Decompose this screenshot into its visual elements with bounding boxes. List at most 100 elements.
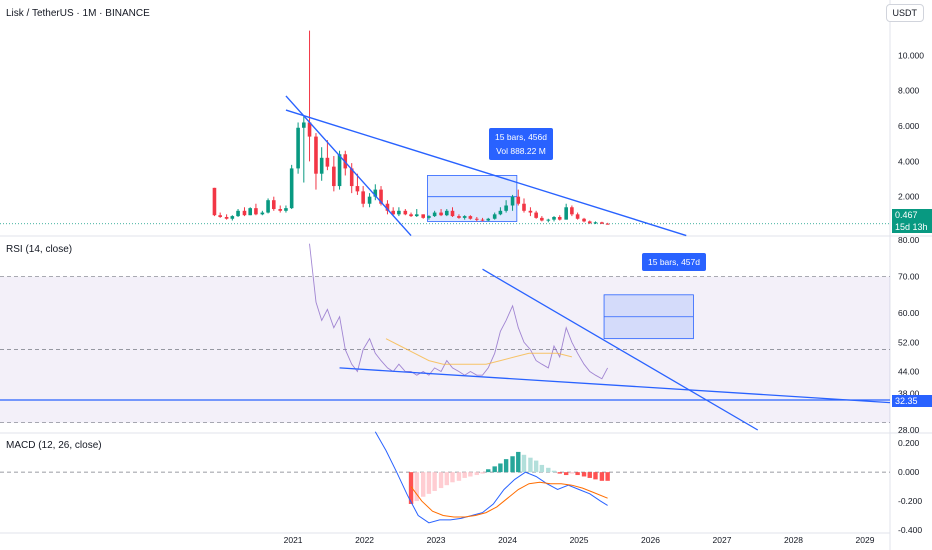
price-tick-label: 10.000	[898, 50, 924, 60]
rsi-tick-label: 60.00	[898, 308, 920, 318]
candle-body	[230, 216, 235, 219]
rsi-legend[interactable]: RSI (14, close)	[6, 244, 73, 255]
candle-body	[522, 203, 526, 211]
candle-body	[278, 209, 283, 211]
candle-body	[218, 215, 222, 217]
rsi-measure-bars: 15 bars, 457d	[648, 257, 700, 267]
macd-histogram-bar	[593, 472, 598, 480]
time-tick-label: 2028	[784, 535, 803, 545]
macd-histogram-bar	[551, 470, 557, 473]
price-measure-tooltip: 15 bars, 456d Vol 888.22 M	[489, 128, 553, 160]
candle-body	[212, 187, 217, 216]
rsi-tick-label: 28.00	[898, 425, 920, 435]
candle-body	[528, 210, 533, 213]
rsi-tick-label: 70.00	[898, 272, 920, 282]
candle-body	[307, 122, 312, 137]
rsi-tick-label: 52.00	[898, 337, 920, 347]
last-price-tag: 0.467	[892, 209, 932, 221]
axes: 10.000 8.000 6.000 4.000 2.000 80.00 70.00 60.0…	[0, 50, 924, 545]
candle-body	[373, 189, 378, 197]
time-tick-label: 2027	[713, 535, 732, 545]
macd-histogram-bar	[510, 456, 515, 473]
candle-body	[409, 214, 413, 217]
macd-histogram-bar	[498, 463, 503, 473]
macd-histogram-bar	[414, 472, 419, 502]
macd-histogram-bar	[533, 460, 539, 473]
macd-line	[374, 431, 608, 524]
macd-histogram-bar	[516, 451, 521, 473]
rsi-pane	[0, 243, 891, 431]
macd-tick-label: 0.200	[898, 438, 920, 448]
macd-histogram-bar	[539, 464, 545, 473]
candle-body	[391, 210, 395, 215]
candle-body	[540, 217, 544, 221]
candle-body	[462, 216, 467, 218]
candle-body	[475, 218, 479, 220]
macd-histogram-bar	[444, 472, 449, 486]
macd-histogram-bar	[474, 472, 480, 476]
candle-body	[570, 207, 574, 215]
rsi-resistance-line	[482, 268, 759, 431]
candle-body	[254, 208, 258, 215]
macd-histogram-bar	[599, 472, 605, 481]
steep-trendline	[285, 95, 412, 237]
macd-histogram-bar	[480, 472, 485, 474]
candle-body	[284, 208, 288, 211]
candle-body	[516, 196, 521, 204]
candle-body	[319, 157, 324, 174]
macd-histogram-bar	[420, 472, 426, 497]
candle-body	[587, 221, 592, 224]
candle-body	[492, 214, 497, 219]
candle-body	[332, 166, 336, 187]
macd-histogram-bar	[605, 472, 610, 481]
rsi-tick-label: 38.00	[898, 388, 920, 398]
candle-body	[379, 189, 383, 204]
candle-body	[349, 168, 354, 187]
candle-body	[510, 196, 515, 206]
candle-body	[224, 216, 229, 219]
candle-body	[480, 219, 485, 221]
time-tick-label: 2022	[355, 535, 374, 545]
candle-body	[367, 196, 372, 204]
macd-histogram-bar	[468, 472, 473, 477]
macd-histogram-bar	[546, 467, 551, 473]
candle-body	[486, 218, 491, 221]
candle-body	[450, 210, 455, 217]
candle-body	[397, 210, 401, 215]
macd-histogram-bar	[575, 472, 580, 476]
rsi-tick-label: 44.00	[898, 367, 920, 377]
macd-signal-line	[410, 481, 608, 518]
time-tick-label: 2021	[284, 535, 303, 545]
macd-legend[interactable]: MACD (12, 26, close)	[6, 440, 102, 451]
candle-body	[314, 136, 318, 174]
macd-histogram-bar	[563, 472, 569, 476]
macd-histogram-bar	[521, 454, 527, 473]
macd-histogram-bar	[486, 469, 491, 473]
candle-body	[504, 205, 508, 211]
macd-histogram-bar	[438, 472, 444, 489]
candle-body	[600, 222, 604, 224]
rsi-line-tag: 32.35	[892, 395, 932, 407]
macd-tick-label: -0.200	[898, 496, 922, 506]
candle-body	[432, 212, 437, 217]
rsi-support-line	[339, 367, 891, 404]
price-measure-volume: Vol 888.22 M	[496, 146, 546, 156]
candle-body	[605, 223, 610, 225]
macd-histogram-bar	[456, 472, 462, 481]
price-measure-bars: 15 bars, 456d	[495, 132, 547, 142]
price-pane	[0, 30, 890, 237]
candle-body	[439, 212, 443, 216]
candle-body	[296, 127, 300, 169]
currency-button[interactable]: USDT	[885, 4, 924, 22]
candle-body	[564, 207, 568, 220]
candle-body	[289, 168, 294, 209]
rsi-measure-tooltip: 15 bars, 457d	[642, 253, 706, 271]
candle-body	[248, 208, 253, 216]
time-tick-label: 2026	[641, 535, 660, 545]
candle-body	[302, 122, 306, 128]
candle-body	[498, 210, 503, 215]
price-tick-label: 8.000	[898, 86, 920, 96]
candle-body	[361, 191, 365, 204]
candle-body	[534, 212, 538, 218]
